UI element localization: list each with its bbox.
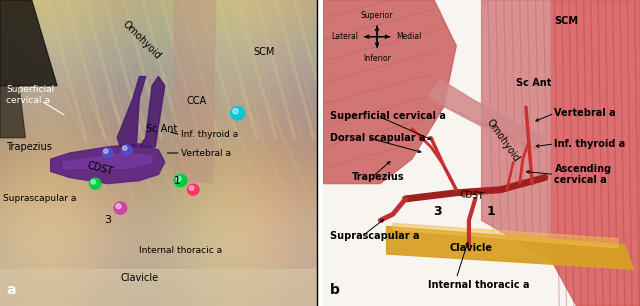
Text: 1: 1 (487, 205, 495, 218)
Circle shape (104, 149, 108, 153)
Polygon shape (117, 76, 146, 147)
Circle shape (90, 178, 100, 189)
Circle shape (189, 186, 194, 190)
Text: Suprascapular a: Suprascapular a (3, 194, 77, 203)
Text: Clavicle: Clavicle (120, 274, 159, 283)
Text: CDST: CDST (86, 160, 114, 177)
Text: Suprascapular a: Suprascapular a (330, 231, 419, 241)
Text: Ascending
cervical a: Ascending cervical a (554, 164, 612, 185)
Text: Superior: Superior (361, 11, 394, 20)
Text: Vertebral a: Vertebral a (180, 148, 230, 158)
Text: Medial: Medial (396, 32, 421, 41)
Circle shape (123, 146, 127, 150)
Polygon shape (428, 80, 545, 153)
Text: b: b (330, 283, 339, 297)
Text: Omohyoid: Omohyoid (120, 19, 163, 61)
Text: Superficial cervical a: Superficial cervical a (330, 111, 445, 121)
Text: Internal thoracic a: Internal thoracic a (428, 280, 529, 289)
Text: Clavicle: Clavicle (450, 243, 493, 253)
Polygon shape (482, 0, 551, 260)
Polygon shape (0, 0, 57, 86)
Circle shape (233, 109, 238, 114)
Text: SCM: SCM (554, 17, 579, 26)
Text: Sc Ant: Sc Ant (146, 124, 177, 133)
Polygon shape (387, 226, 634, 269)
Text: Superficial
cervical a: Superficial cervical a (6, 85, 54, 105)
Polygon shape (63, 153, 152, 168)
Text: Inf. thyroid a: Inf. thyroid a (180, 130, 238, 139)
Polygon shape (174, 0, 216, 184)
Text: Vertebral a: Vertebral a (554, 108, 616, 118)
Text: a: a (6, 283, 16, 297)
Text: Lateral: Lateral (331, 32, 358, 41)
Text: Dorsal scapular a: Dorsal scapular a (330, 133, 425, 143)
Text: SCM: SCM (253, 47, 275, 57)
Circle shape (174, 174, 187, 187)
Text: 3: 3 (104, 215, 111, 225)
Text: Inf. thyroid a: Inf. thyroid a (554, 139, 626, 149)
Circle shape (122, 145, 132, 155)
Polygon shape (0, 269, 317, 306)
Polygon shape (323, 0, 456, 184)
Circle shape (176, 176, 181, 181)
Circle shape (102, 148, 113, 158)
Circle shape (116, 204, 121, 209)
Text: Trapezius: Trapezius (352, 173, 404, 182)
Text: 1: 1 (174, 176, 181, 185)
Text: Trapezius: Trapezius (6, 142, 52, 152)
Polygon shape (393, 223, 618, 248)
Text: Inferior: Inferior (363, 54, 391, 62)
Polygon shape (551, 0, 640, 306)
Polygon shape (140, 76, 164, 147)
Circle shape (91, 180, 95, 184)
Text: 3: 3 (433, 205, 442, 218)
Circle shape (188, 184, 199, 195)
Text: Omohyoid: Omohyoid (484, 118, 522, 164)
Polygon shape (51, 144, 164, 184)
Text: Sc Ant: Sc Ant (516, 78, 552, 88)
Polygon shape (0, 86, 26, 138)
Text: CDST: CDST (460, 190, 484, 201)
Text: Internal thoracic a: Internal thoracic a (140, 246, 223, 256)
Circle shape (230, 106, 244, 120)
Circle shape (114, 202, 127, 214)
Text: CCA: CCA (187, 96, 207, 106)
